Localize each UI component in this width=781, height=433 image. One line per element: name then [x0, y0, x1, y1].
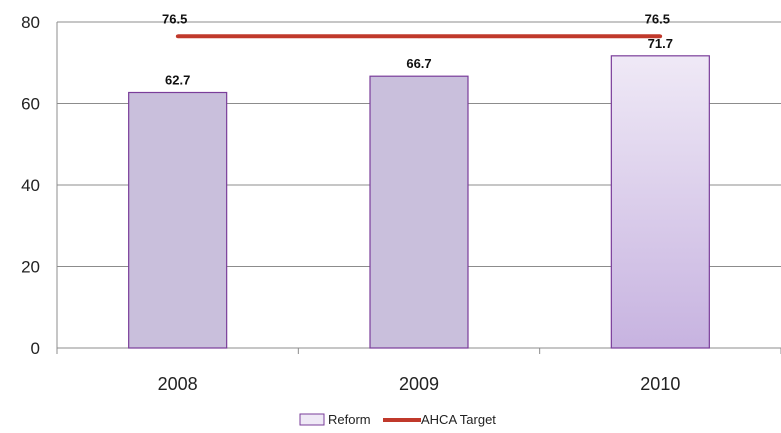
ahca-target-point — [417, 34, 421, 39]
y-tick-label: 60 — [21, 95, 40, 114]
legend-swatch-reform — [299, 413, 325, 426]
target-line-group — [175, 34, 663, 39]
bars — [128, 55, 710, 349]
target-value-label: 76.5 — [645, 11, 670, 26]
legend: Reform AHCA Target — [299, 412, 496, 427]
ahca-target-point — [658, 34, 663, 39]
ahca-target-point — [175, 34, 180, 39]
y-tick-label: 20 — [21, 258, 40, 277]
bar-2008 — [128, 91, 228, 349]
data-labels: 62.7 66.7 71.7 76.5 76.5 — [162, 11, 673, 87]
bar-2009 — [369, 75, 469, 349]
bar-value-label: 71.7 — [648, 36, 673, 51]
bar-value-label: 62.7 — [165, 72, 190, 87]
target-value-label: 76.5 — [162, 11, 187, 26]
y-tick-label: 40 — [21, 176, 40, 195]
y-tick-label: 0 — [31, 339, 40, 358]
axes: 0 20 40 60 80 2008 2009 2010 — [21, 13, 781, 394]
legend-label-reform: Reform — [328, 412, 371, 427]
x-category-label: 2008 — [158, 374, 198, 394]
bar-value-label: 66.7 — [406, 56, 431, 71]
y-tick-label: 80 — [21, 13, 40, 32]
legend-label-target: AHCA Target — [421, 412, 496, 427]
x-category-label: 2009 — [399, 374, 439, 394]
x-category-label: 2010 — [640, 374, 680, 394]
bar-2010 — [610, 55, 710, 349]
